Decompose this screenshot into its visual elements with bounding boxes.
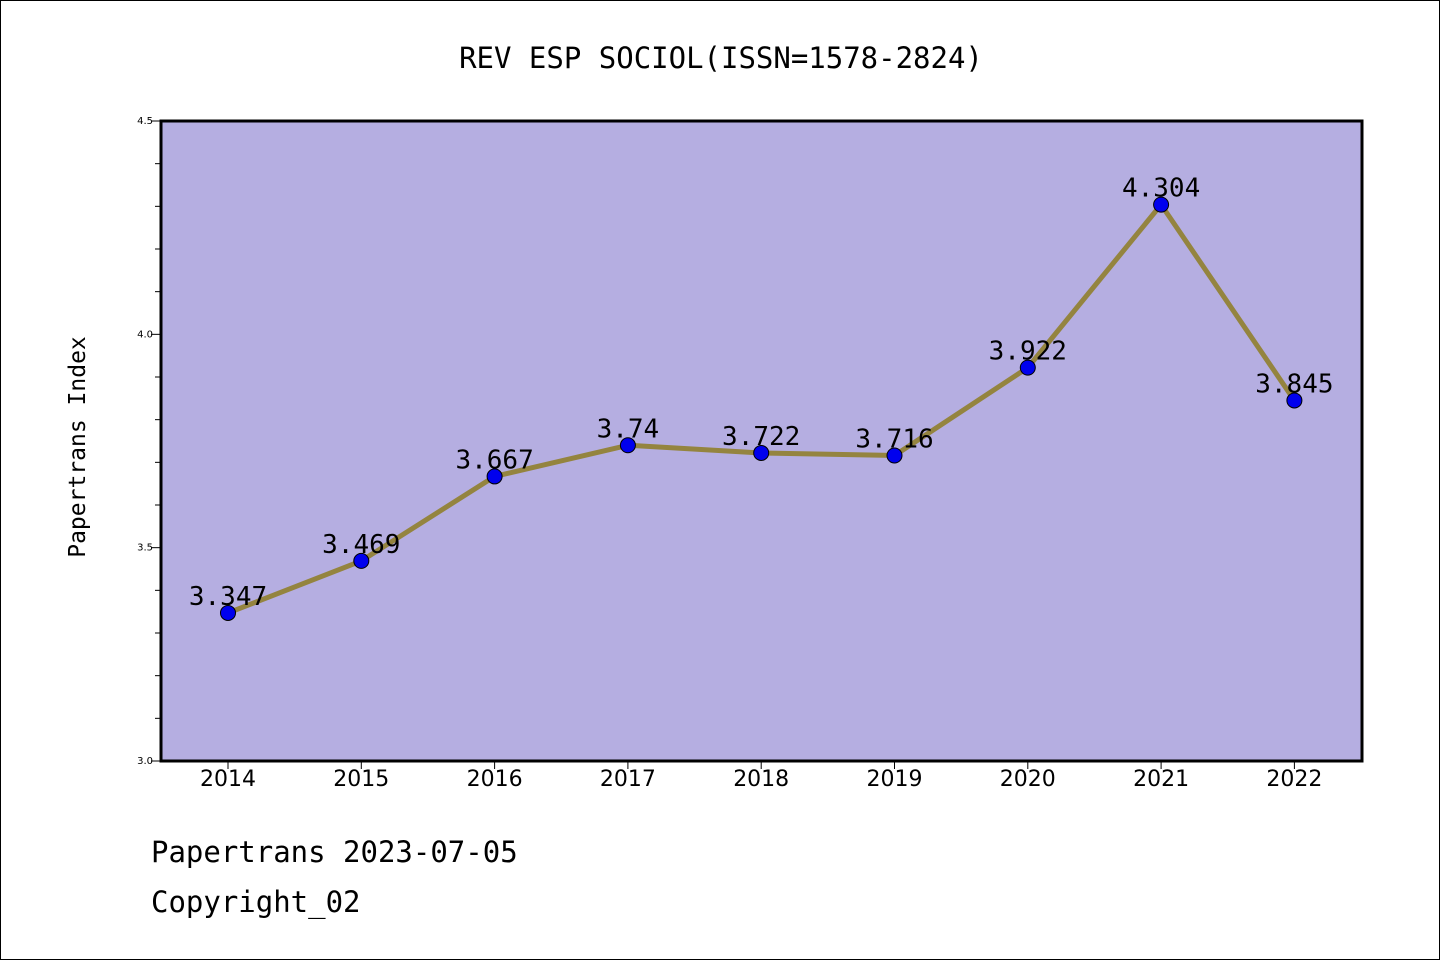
x-tick-label: 2015: [333, 767, 389, 792]
x-tick-label: 2022: [1266, 767, 1322, 792]
data-label: 3.922: [989, 337, 1067, 367]
data-point: [619, 437, 636, 454]
y-tick-label: 3.0: [137, 756, 153, 767]
chart-title: REV ESP SOCIOL(ISSN=1578-2824): [459, 41, 983, 75]
data-label: 3.667: [455, 445, 533, 475]
y-tick-label: 3.5: [137, 543, 153, 554]
data-point: [220, 604, 236, 621]
data-label: 3.716: [855, 425, 933, 455]
data-label: 3.722: [722, 422, 800, 452]
data-label: 3.347: [189, 582, 267, 612]
footer-date: Papertrans 2023-07-05: [151, 835, 518, 869]
x-tick-label: 2014: [200, 767, 256, 792]
data-markers: [220, 196, 1303, 621]
data-point: [353, 552, 370, 569]
y-tick-label: 4.0: [137, 329, 153, 340]
x-tick-label: 2021: [1133, 767, 1189, 792]
x-tick-label: 2017: [600, 767, 656, 792]
data-point: [886, 447, 903, 464]
data-label: 4.304: [1122, 174, 1200, 204]
data-point: [1019, 359, 1036, 376]
plot-area: [161, 121, 1362, 761]
data-label: 3.469: [322, 530, 400, 560]
x-tick-label: 2016: [467, 767, 523, 792]
x-tick-label: 2018: [733, 767, 789, 792]
plot-border: [159, 119, 1364, 763]
x-tick-label: 2019: [867, 767, 923, 792]
data-point: [486, 468, 503, 485]
x-axis: 2014 2015 2016 2017 2018 2019 2020 2021 2022: [200, 761, 1322, 792]
data-point: [1286, 392, 1303, 409]
data-labels: 3.347 3.469 3.667 3.74 3.722 3.716 3.922 4.304 3…: [189, 174, 1334, 612]
footer-copyright: Copyright_02: [151, 885, 361, 919]
data-point: [753, 444, 770, 461]
data-label: 3.845: [1255, 369, 1333, 399]
y-axis-label: Papertrans Index: [65, 336, 91, 558]
x-tick-label: 2020: [1000, 767, 1056, 792]
y-tick-label: 4.5: [137, 116, 153, 127]
y-axis: 3.0 3.5 4.0 4.5: [137, 116, 161, 767]
data-point: [1153, 196, 1170, 213]
data-label: 3.74: [597, 414, 660, 444]
